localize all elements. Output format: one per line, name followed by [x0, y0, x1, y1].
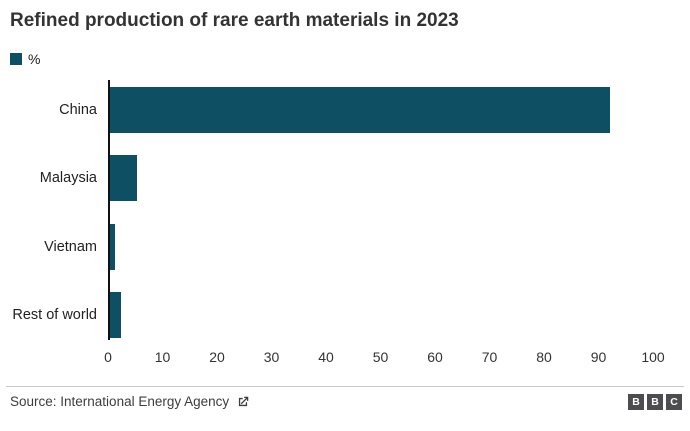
- footer-divider: [6, 386, 684, 387]
- x-tick-label: 80: [536, 349, 552, 365]
- legend-label: %: [28, 51, 41, 67]
- bbc-logo-letter: B: [628, 394, 644, 410]
- x-tick-label: 100: [641, 349, 665, 365]
- x-tick-label: 50: [372, 349, 389, 365]
- chart-title: Refined production of rare earth materia…: [10, 10, 459, 31]
- x-tick-label: 20: [209, 349, 225, 365]
- x-tick-label: 10: [154, 349, 171, 365]
- source-label: Source: International Energy Agency: [10, 394, 230, 409]
- bar-vietnam: [110, 223, 116, 270]
- category-labels: China Malaysia Vietnam Rest of world: [0, 80, 106, 340]
- bbc-logo-letter: C: [666, 394, 682, 410]
- x-axis: 0 10 20 30 40 50 60 70 80 90 100: [104, 340, 665, 366]
- x-tick-label: 40: [318, 349, 334, 365]
- category-label: China: [59, 102, 97, 118]
- x-tick-label: 60: [427, 349, 443, 365]
- source-link[interactable]: Source: International Energy Agency: [10, 394, 250, 409]
- x-tick-label: 0: [104, 349, 112, 365]
- bar-rest-of-world: [110, 291, 121, 338]
- category-label: Rest of world: [12, 306, 97, 323]
- legend-swatch-icon: [10, 53, 22, 65]
- bar-malaysia: [110, 155, 138, 202]
- bbc-logo: B B C: [628, 394, 682, 410]
- external-link-icon[interactable]: [236, 395, 250, 409]
- x-tick-label: 30: [263, 349, 280, 365]
- bar-china: [110, 87, 610, 133]
- x-tick-label: 90: [590, 349, 607, 365]
- category-label: Vietnam: [44, 238, 97, 255]
- category-label: Malaysia: [39, 170, 97, 187]
- legend: %: [10, 51, 40, 67]
- plot-area: [108, 80, 653, 340]
- bbc-logo-letter: B: [647, 394, 663, 410]
- x-tick-label: 70: [481, 349, 498, 365]
